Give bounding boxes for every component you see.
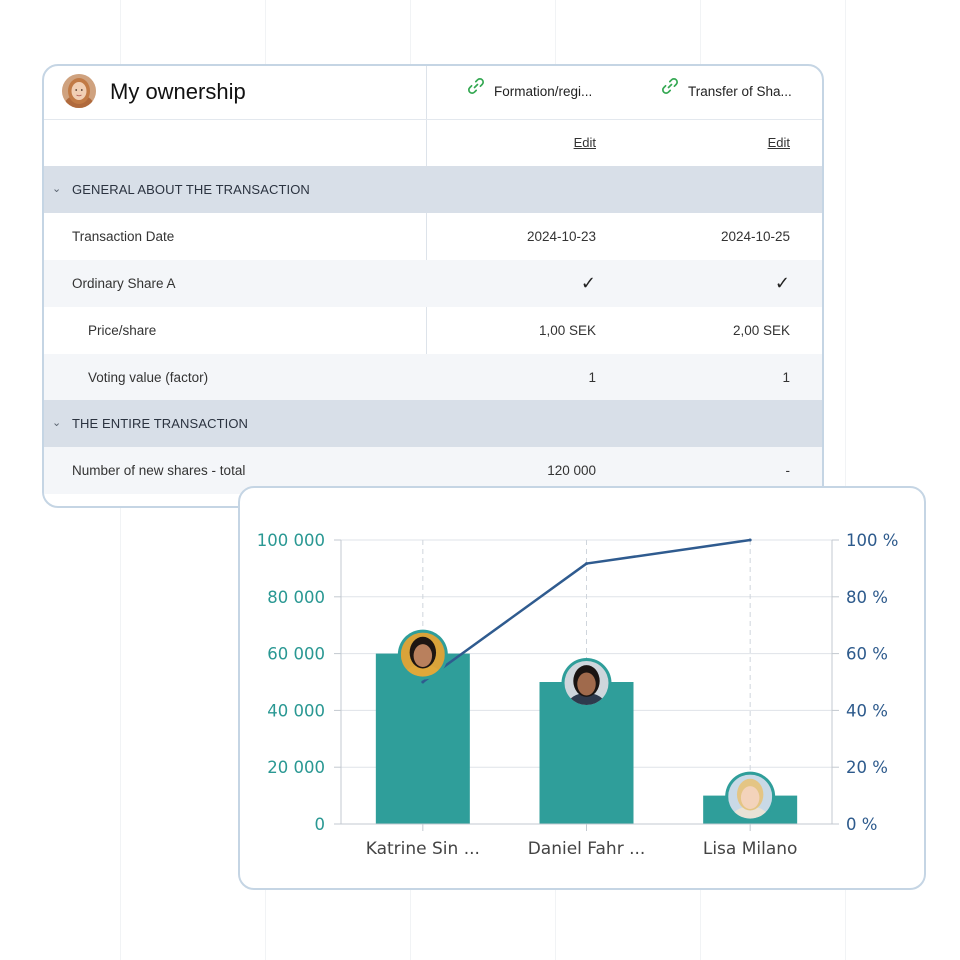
row-label: Transaction Date [72,229,175,244]
x-axis-tick-label: Daniel Fahr ... [528,839,646,859]
cell-value: 1,00 SEK [538,323,596,338]
line-point [421,680,425,684]
left-axis-tick-label: 0 [315,815,326,834]
ownership-chart-card: 0 20 000 40 000 60 000 80 000 100 000 0 % 20 % 4… [238,486,926,890]
section-label: GENERAL ABOUT THE TRANSACTION [72,182,310,197]
table-row: Transaction Date 2024-10-23 2024-10-25 [44,213,822,260]
row-label: Ordinary Share A [72,276,176,291]
avatar-photo [728,774,773,819]
x-axis-tick-label: Lisa Milano [703,839,798,859]
avatar [62,74,96,108]
left-axis-tick-label: 80 000 [267,588,325,607]
right-axis-tick-label: 60 % [846,645,888,664]
table-header-row: My ownership Formation/regi... Transfer … [44,66,822,120]
left-axis-tick-label: 100 000 [257,531,325,550]
left-axis-tick-label: 20 000 [267,758,325,777]
line-point [585,562,588,566]
cell-value: 1 [588,370,596,385]
cell-value: 120 000 [547,463,596,478]
column-header-formation[interactable]: Formation/regi... [466,66,592,119]
row-label: Voting value (factor) [88,370,209,385]
edit-link-transfer[interactable]: Edit [767,135,790,150]
edit-row: Edit Edit [44,120,822,166]
right-axis-tick-label: 100 % [846,531,898,550]
link-icon [466,66,486,118]
cell-value: 2024-10-23 [526,229,596,244]
avatar-face [413,644,433,668]
section-header-general[interactable]: ⌄ GENERAL ABOUT THE TRANSACTION [44,166,822,213]
column-header-label: Formation/regi... [494,84,593,99]
avatar-face [577,672,596,696]
table-row: Ordinary Share A ✓ ✓ [44,260,822,307]
left-axis-tick-label: 60 000 [267,645,325,664]
line-point [748,538,752,542]
avatar-face [740,786,760,810]
row-label: Number of new shares - total [72,463,246,478]
checkmark-icon: ✓ [580,273,596,293]
x-axis-tick-label: Katrine Sin ... [366,839,480,859]
column-header-transfer[interactable]: Transfer of Sha... [660,66,792,119]
edit-link-formation[interactable]: Edit [573,135,596,150]
avatar-shirt [404,664,442,677]
ownership-bar-chart: 0 20 000 40 000 60 000 80 000 100 000 0 % 20 % 4… [257,531,899,859]
section-label: THE ENTIRE TRANSACTION [72,416,249,431]
row-label: Price/share [88,323,157,338]
table-row: Voting value (factor) 1 1 [44,354,822,401]
avatar-photo [564,661,609,705]
right-axis-tick-label: 0 % [846,815,877,834]
page-title: My ownership [110,79,246,104]
avatar-shirt [567,692,606,705]
background-gridline [845,0,846,960]
column-header-label: Transfer of Sha... [688,84,792,99]
avatar [561,658,612,708]
cell-value: 2024-10-25 [720,229,790,244]
section-header-entire[interactable]: ⌄ THE ENTIRE TRANSACTION [44,400,822,447]
table-row: Price/share 1,00 SEK 2,00 SEK [44,307,822,354]
cell-value: - [785,463,791,478]
right-axis-tick-label: 20 % [846,758,888,777]
cell-value: 2,00 SEK [732,323,790,338]
right-axis-tick-label: 80 % [846,588,888,607]
avatar-shirt [731,806,769,819]
left-axis-tick-label: 40 000 [267,701,325,720]
cell-value: 1 [782,370,790,385]
avatar [397,629,448,680]
avatar-photo [400,632,445,677]
chevron-down-icon[interactable]: ⌄ [52,183,62,195]
avatar [725,771,776,822]
link-icon [660,66,680,118]
chevron-down-icon[interactable]: ⌄ [52,417,62,429]
checkmark-icon: ✓ [774,273,790,293]
ownership-table-card: My ownership Formation/regi... Transfer … [42,64,824,508]
right-axis-tick-label: 40 % [846,701,888,720]
